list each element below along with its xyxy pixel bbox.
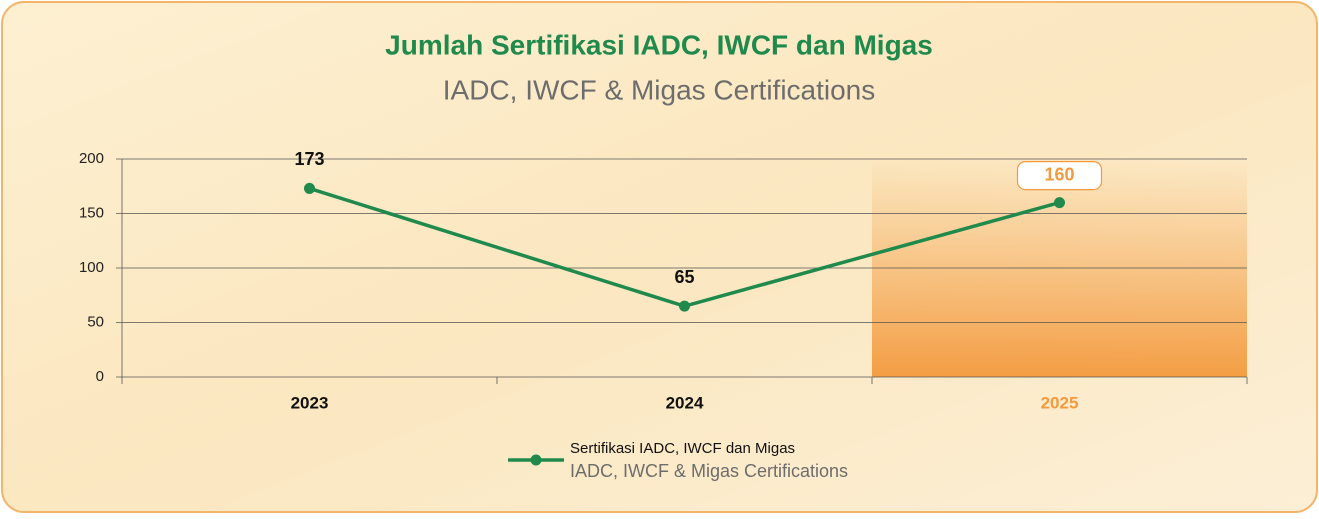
y-tick-label: 0 — [96, 368, 104, 385]
data-label: 173 — [294, 149, 324, 169]
y-tick-label: 50 — [87, 313, 104, 330]
y-tick-label: 100 — [79, 259, 104, 276]
legend-marker — [530, 454, 542, 466]
y-tick-label: 200 — [79, 150, 104, 167]
legend-label-en: IADC, IWCF & Migas Certifications — [570, 461, 848, 481]
x-tick-label: 2024 — [666, 393, 704, 412]
data-label: 65 — [674, 267, 694, 287]
data-point — [304, 182, 315, 194]
data-point — [679, 300, 690, 312]
chart-title: Jumlah Sertifikasi IADC, IWCF dan Migas — [385, 29, 933, 60]
data-point — [1054, 197, 1065, 209]
y-tick-label: 150 — [79, 204, 104, 221]
x-tick-label: 2023 — [291, 393, 329, 412]
chart-subtitle: IADC, IWCF & Migas Certifications — [443, 74, 876, 105]
data-label-box — [1016, 161, 1103, 191]
x-tick-label: 2025 — [1041, 393, 1079, 412]
legend-label: Sertifikasi IADC, IWCF dan Migas — [570, 440, 795, 457]
data-label: 160 — [1044, 164, 1074, 184]
